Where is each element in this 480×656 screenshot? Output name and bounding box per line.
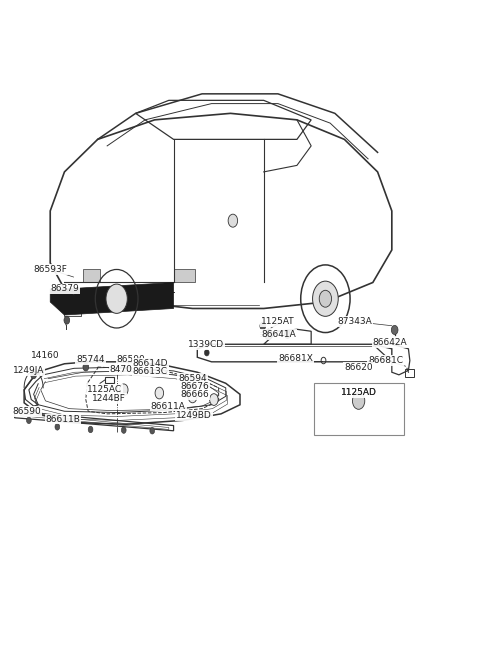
Text: 86614D: 86614D	[133, 359, 168, 368]
Circle shape	[83, 363, 89, 371]
Bar	[405, 369, 414, 377]
Text: 86593F: 86593F	[34, 265, 68, 274]
Text: 86641A: 86641A	[261, 330, 296, 339]
Circle shape	[210, 394, 218, 405]
Circle shape	[285, 331, 290, 338]
Text: 86379: 86379	[50, 285, 79, 293]
Circle shape	[228, 214, 238, 227]
Text: 86620: 86620	[344, 363, 373, 371]
Circle shape	[64, 316, 70, 324]
Text: 1125AT: 1125AT	[261, 317, 295, 326]
Text: 85744: 85744	[76, 355, 105, 363]
Text: 86681C: 86681C	[368, 356, 403, 365]
Text: 86590: 86590	[117, 355, 145, 363]
Bar	[84, 270, 100, 283]
Text: 1249BD: 1249BD	[176, 411, 212, 420]
Circle shape	[319, 290, 332, 307]
Text: 87343A: 87343A	[337, 317, 372, 326]
Circle shape	[391, 325, 398, 335]
Text: 86642A: 86642A	[373, 338, 408, 347]
Text: 86611B: 86611B	[46, 415, 80, 424]
Text: 86666: 86666	[180, 390, 209, 399]
Circle shape	[150, 428, 155, 434]
Text: 86594: 86594	[179, 374, 207, 383]
Circle shape	[182, 389, 188, 397]
Polygon shape	[50, 283, 174, 315]
Circle shape	[121, 427, 126, 434]
Text: 86611A: 86611A	[151, 401, 186, 411]
Text: 1339CD: 1339CD	[188, 340, 224, 349]
Text: 1125AC: 1125AC	[87, 385, 122, 394]
Circle shape	[155, 387, 164, 399]
Text: 1244BF: 1244BF	[92, 394, 126, 403]
Bar	[64, 302, 81, 316]
Text: 1125AD: 1125AD	[341, 388, 376, 397]
Circle shape	[204, 350, 209, 356]
Text: 14160: 14160	[31, 351, 60, 360]
Text: 86590: 86590	[12, 407, 41, 416]
Circle shape	[352, 392, 365, 409]
Circle shape	[312, 281, 338, 316]
FancyBboxPatch shape	[313, 383, 404, 436]
Text: 1125AD: 1125AD	[341, 388, 376, 397]
Circle shape	[264, 329, 272, 340]
Circle shape	[188, 391, 197, 403]
Circle shape	[260, 322, 265, 330]
Text: 86676: 86676	[180, 382, 209, 391]
Circle shape	[88, 426, 93, 433]
Text: 86681X: 86681X	[278, 354, 313, 363]
Circle shape	[120, 384, 128, 396]
Circle shape	[26, 417, 31, 424]
Bar	[174, 270, 195, 283]
Text: 86613C: 86613C	[133, 367, 168, 376]
Text: 1249JA: 1249JA	[13, 367, 45, 375]
Circle shape	[187, 380, 193, 388]
Circle shape	[31, 371, 36, 379]
Circle shape	[106, 284, 127, 314]
Circle shape	[55, 424, 60, 430]
Text: 84702: 84702	[109, 365, 138, 374]
